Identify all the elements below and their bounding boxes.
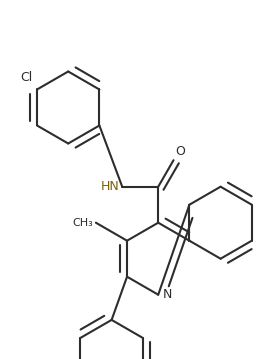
Text: N: N — [162, 288, 172, 301]
Text: HN: HN — [100, 180, 119, 193]
Text: CH₃: CH₃ — [72, 218, 93, 228]
Text: Cl: Cl — [21, 71, 33, 84]
Text: O: O — [176, 145, 185, 158]
